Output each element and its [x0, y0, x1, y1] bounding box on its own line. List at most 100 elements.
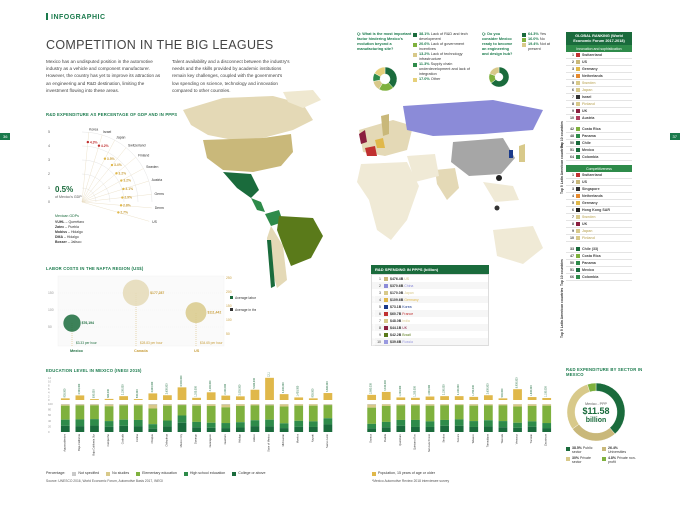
rd-gdp-point: [103, 157, 107, 160]
rd-gdp-value-label: 3.1%: [125, 187, 133, 191]
rank-number: 10: [570, 116, 574, 121]
population-bar: [119, 396, 129, 400]
education-segment: [60, 405, 70, 420]
education-segment: [163, 426, 172, 432]
edu-axis-tick: 60: [48, 413, 52, 417]
legend-swatch: [602, 456, 606, 461]
state-label: Puebla: [383, 433, 387, 442]
education-segment: [104, 404, 114, 405]
innovation-latam-list: 42 Costa Rica 48 Panama 50 Chile 51 Mexico 64 Col…: [566, 126, 632, 162]
rd-gdp-point: [115, 172, 118, 175]
legend-text: High school education: [189, 471, 226, 476]
rank-number: 66: [570, 275, 574, 280]
rank-number: 6: [572, 208, 574, 213]
education-segment: [513, 422, 522, 428]
rank-swatch: [576, 194, 580, 199]
education-segment: [527, 426, 537, 432]
sector-legend-item: 26.4% Universities: [602, 446, 636, 454]
rd-country: France: [402, 311, 414, 316]
rd-swatch: [384, 325, 388, 330]
legend-swatch: [183, 471, 188, 476]
legend-answer: Lack of government incentives: [419, 42, 465, 51]
education-segment: [542, 428, 552, 432]
mexico-state-item: Mobiss – Hidalgo: [55, 230, 83, 234]
education-segment: [177, 404, 187, 405]
rd-gdp-country-label: Germany: [155, 192, 164, 196]
mexico-state-item: Zatec – Puebla: [55, 225, 79, 229]
rd-value: $60.7B: [390, 311, 402, 316]
education-segment: [90, 404, 99, 406]
legend-answer: Supply chain underdevelopment and lack o…: [419, 62, 470, 76]
legend-answer: Lack of R&D and tech development: [419, 32, 468, 41]
map-canada: [183, 96, 313, 140]
state-label: Yucatán: [529, 433, 533, 443]
rd-gdp-point: [121, 196, 124, 199]
legend-text: Elementary education: [142, 471, 177, 476]
map-france: [365, 146, 377, 156]
q1-legend-item: 17.0% Other: [413, 77, 475, 82]
education-segment: [483, 404, 493, 406]
rd-gdp-country-label: Switzerland: [128, 143, 146, 147]
population-bar: [469, 396, 479, 400]
section-tag: INFOGRAPHIC: [46, 13, 106, 21]
rd-value: $170.0B: [390, 290, 404, 295]
labor-hourly-label: $3.33 per hour: [76, 341, 98, 345]
sector-label: Public sector: [572, 446, 593, 454]
education-segment: [279, 404, 289, 407]
q1-slice-4: [374, 66, 386, 77]
map-australia: [493, 226, 543, 264]
rank-swatch: [576, 95, 580, 100]
education-segment: [133, 405, 143, 420]
ranking-row: 10 Finland: [566, 235, 632, 243]
ranking-row: 64 Colombia: [566, 154, 632, 162]
rank-swatch: [576, 67, 580, 72]
rank-country: Austria: [582, 116, 595, 121]
map-greenland: [283, 90, 321, 108]
education-segment: [265, 419, 274, 427]
rd-gdp-spoke: [81, 194, 152, 203]
education-segment: [75, 404, 85, 405]
state-label: Michoacán: [281, 433, 285, 446]
rank-country: Switzerland: [582, 53, 602, 58]
rd-country: Germany: [404, 297, 419, 302]
education-segment: [250, 420, 260, 427]
education-segment: [75, 405, 85, 420]
education-segment: [250, 405, 260, 421]
population-swatch: [372, 471, 376, 476]
education-segment: [90, 419, 99, 426]
legend-answer: No: [539, 37, 545, 41]
education-segment: [425, 426, 435, 432]
education-segment: [440, 405, 449, 420]
rd-rank: 2: [379, 283, 381, 288]
population-bar: [323, 393, 333, 400]
rd-rank: 10: [377, 339, 381, 344]
labor-chart: 150 100 50 250 200 150 100 50 $76,194 Mexico $3.33…: [48, 275, 256, 353]
legend-pct: 16.0%: [528, 37, 539, 41]
education-segment: [483, 426, 493, 432]
ranking-row: 8 Finland: [566, 101, 632, 109]
rd-country: India: [402, 318, 410, 323]
ranking-row: 66 Colombia: [566, 274, 632, 282]
education-segment: [148, 408, 158, 425]
q2-legend-item: 16.0% No: [522, 37, 562, 42]
rank-number: 10: [570, 236, 574, 241]
sector-slice-1: [572, 423, 616, 442]
rank-swatch: [576, 236, 580, 241]
legend-answer: Other: [430, 77, 441, 81]
education-segment: [367, 404, 377, 408]
legend-pct: 38.1%: [419, 32, 430, 36]
labor-bubble: [63, 314, 81, 332]
legend-swatch: [413, 62, 417, 67]
rank-number: 47: [570, 254, 574, 259]
legend-swatch: [602, 446, 606, 451]
question-1-pie: [372, 66, 398, 92]
sector-legend-item: 38.5% Public sector: [566, 446, 600, 454]
rd-value: $370.6B: [390, 283, 404, 288]
q1-legend-item: 20.6% Lack of government incentives: [413, 42, 475, 52]
labor-left-tick: 100: [48, 308, 54, 312]
population-value-label: 1,600,000: [530, 385, 533, 396]
legend-text: 64.3% Yes: [528, 32, 546, 37]
education-segment: [396, 404, 406, 406]
labor-right-tick: 250: [226, 276, 232, 280]
legend-text: 19.4% Not at present: [528, 42, 562, 52]
